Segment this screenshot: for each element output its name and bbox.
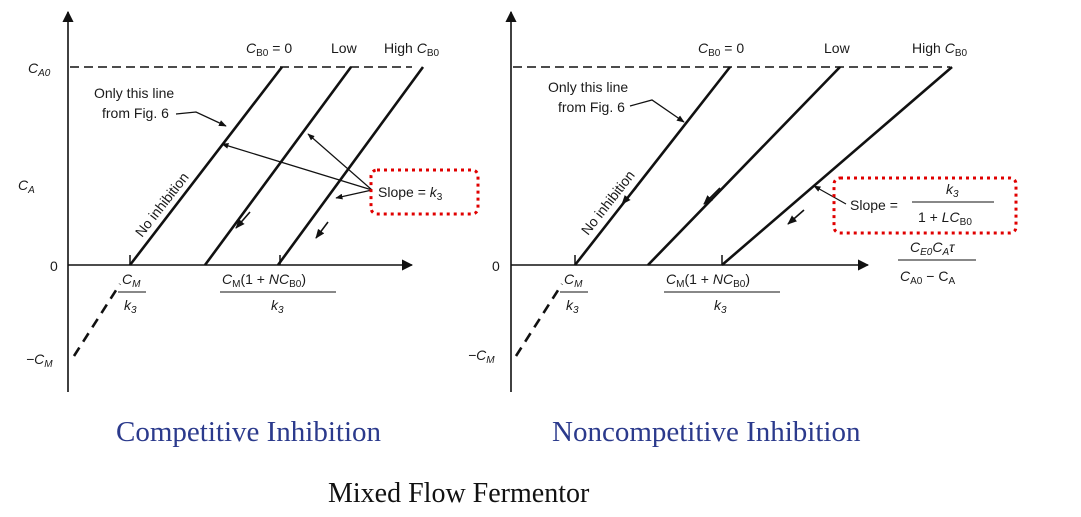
svg-text:k3: k3 (124, 297, 137, 316)
svg-text:k3: k3 (566, 297, 579, 316)
right-x-tick-1-label: CM k3 (560, 271, 588, 316)
right-annotation-line1: Only this line (548, 79, 628, 95)
left-negative-dashed-line (72, 283, 122, 357)
left-annotation-line1: Only this line (94, 85, 174, 101)
right-negative-dashed-line (514, 283, 564, 357)
left-slope-pointer-1 (221, 143, 373, 191)
right-x-tick-2-label: CM(1 + NCB0) k3 (664, 271, 780, 316)
right-x-axis-label: CE0CAτ CA0 − CA (898, 239, 976, 287)
left-neg-cm-label: −CM (26, 351, 53, 370)
right-line-low (647, 66, 841, 266)
right-slope-highlight-box (832, 176, 1018, 235)
right-cb0-zero-label: CB0 = 0 (698, 40, 744, 59)
left-low-label: Low (331, 40, 358, 56)
svg-text:CM: CM (564, 271, 583, 290)
right-slope-pointer (813, 185, 847, 205)
right-line-high (721, 66, 953, 266)
right-annotation-line2: from Fig. 6 (558, 99, 625, 115)
svg-text:k3: k3 (946, 181, 959, 200)
right-slope-label: Slope = k3 1 + LCB0 (850, 181, 994, 228)
figure-title: Mixed Flow Fermentor (328, 478, 590, 509)
right-high-label: High CB0 (912, 40, 967, 59)
svg-text:1 + LCB0: 1 + LCB0 (918, 209, 972, 228)
svg-text:Slope =: Slope = (850, 197, 898, 213)
left-x-tick-1-label: CM k3 (118, 271, 146, 316)
left-annotation-pointer (175, 111, 227, 127)
left-slope-label: Slope = k3 (378, 184, 443, 203)
left-annotation-line2: from Fig. 6 (102, 105, 169, 121)
left-flow-arrow-2 (315, 221, 329, 239)
svg-text:CE0CAτ: CE0CAτ (910, 239, 955, 258)
svg-text:k3: k3 (271, 297, 284, 316)
right-no-inhibition-label: No inhibition (578, 167, 638, 238)
right-neg-cm-label: −CM (468, 347, 495, 366)
right-annotation-pointer (629, 99, 685, 123)
left-y-axis-label: CA (18, 177, 35, 196)
svg-text:k3: k3 (714, 297, 727, 316)
right-zero-label: 0 (492, 258, 500, 274)
right-panel: 0 −CM CB0 = 0 Low High CB0 Only this lin… (468, 10, 1018, 448)
left-panel: CA0 CA 0 −CM CB0 = 0 Low High CB0 Only t… (18, 10, 480, 448)
right-caption: Noncompetitive Inhibition (552, 416, 861, 448)
left-line-low (203, 66, 353, 266)
left-slope-highlight-box (369, 168, 480, 216)
right-low-label: Low (824, 40, 851, 56)
left-x-tick-2-label: CM(1 + NCB0) k3 (220, 271, 336, 316)
left-cb0-zero-label: CB0 = 0 (246, 40, 292, 59)
right-flow-arrow-1 (703, 187, 721, 205)
left-flow-arrow-1 (235, 211, 251, 229)
left-slope-pointer-3 (335, 189, 373, 200)
svg-text:CM(1 + NCB0): CM(1 + NCB0) (222, 271, 306, 290)
left-line-high (276, 66, 425, 266)
right-flow-arrow-2 (787, 209, 805, 225)
svg-text:CM: CM (122, 271, 141, 290)
left-slope-pointer-2 (307, 133, 373, 191)
svg-text:CM(1 + NCB0): CM(1 + NCB0) (666, 271, 750, 290)
right-line-no-inhibition (573, 66, 732, 266)
left-no-inhibition-label: No inhibition (132, 169, 192, 240)
left-ca0-label: CA0 (28, 60, 51, 79)
left-line-no-inhibition (128, 66, 284, 266)
left-high-label: High CB0 (384, 40, 439, 59)
left-zero-label: 0 (50, 258, 58, 274)
right-flow-arrow-0 (621, 187, 637, 205)
left-caption: Competitive Inhibition (116, 416, 382, 448)
svg-text:CA0 − CA: CA0 − CA (900, 268, 955, 287)
